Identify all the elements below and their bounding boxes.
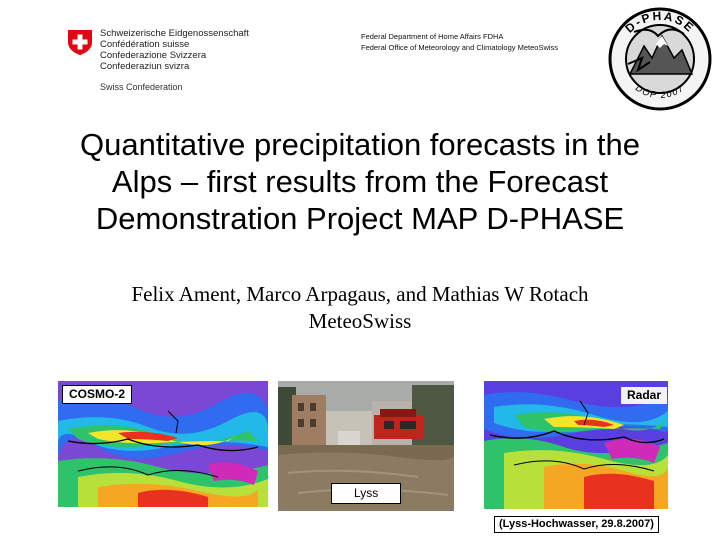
slide-title: Quantitative precipitation forecasts in …: [30, 126, 690, 237]
department-name: Federal Department of Home Affairs FDHA: [361, 32, 504, 41]
lyss-label: Lyss: [331, 483, 402, 504]
authors-block: Felix Ament, Marco Arpagaus, and Mathias…: [40, 281, 680, 335]
confederation-name-rm: Confederaziun svizra: [100, 61, 190, 72]
confederation-name-en: Swiss Confederation: [100, 82, 183, 92]
title-line: Alps – first results from the Forecast: [111, 164, 609, 199]
author-affiliation: MeteoSwiss: [308, 309, 412, 333]
confederation-name-de: Schweizerische Eidgenossenschaft: [100, 28, 249, 39]
photo-caption: (Lyss-Hochwasser, 29.8.2007): [494, 516, 659, 533]
confederation-name-it: Confederazione Svizzera: [100, 50, 207, 61]
radar-label: Radar: [621, 387, 668, 404]
title-line: Demonstration Project MAP D-PHASE: [95, 201, 625, 236]
dphase-logo-icon: D-PHASE DOP 2007: [608, 7, 712, 111]
confederation-name-fr: Confédération suisse: [100, 39, 190, 50]
title-line: Quantitative precipitation forecasts in …: [79, 127, 641, 162]
author-names: Felix Ament, Marco Arpagaus, and Mathias…: [131, 282, 589, 306]
radar-map-graphic: [484, 381, 668, 509]
office-name: Federal Office of Meteorology and Climat…: [361, 43, 559, 52]
cosmo-label: COSMO-2: [62, 385, 133, 404]
swiss-coat-of-arms-icon: [68, 30, 92, 55]
